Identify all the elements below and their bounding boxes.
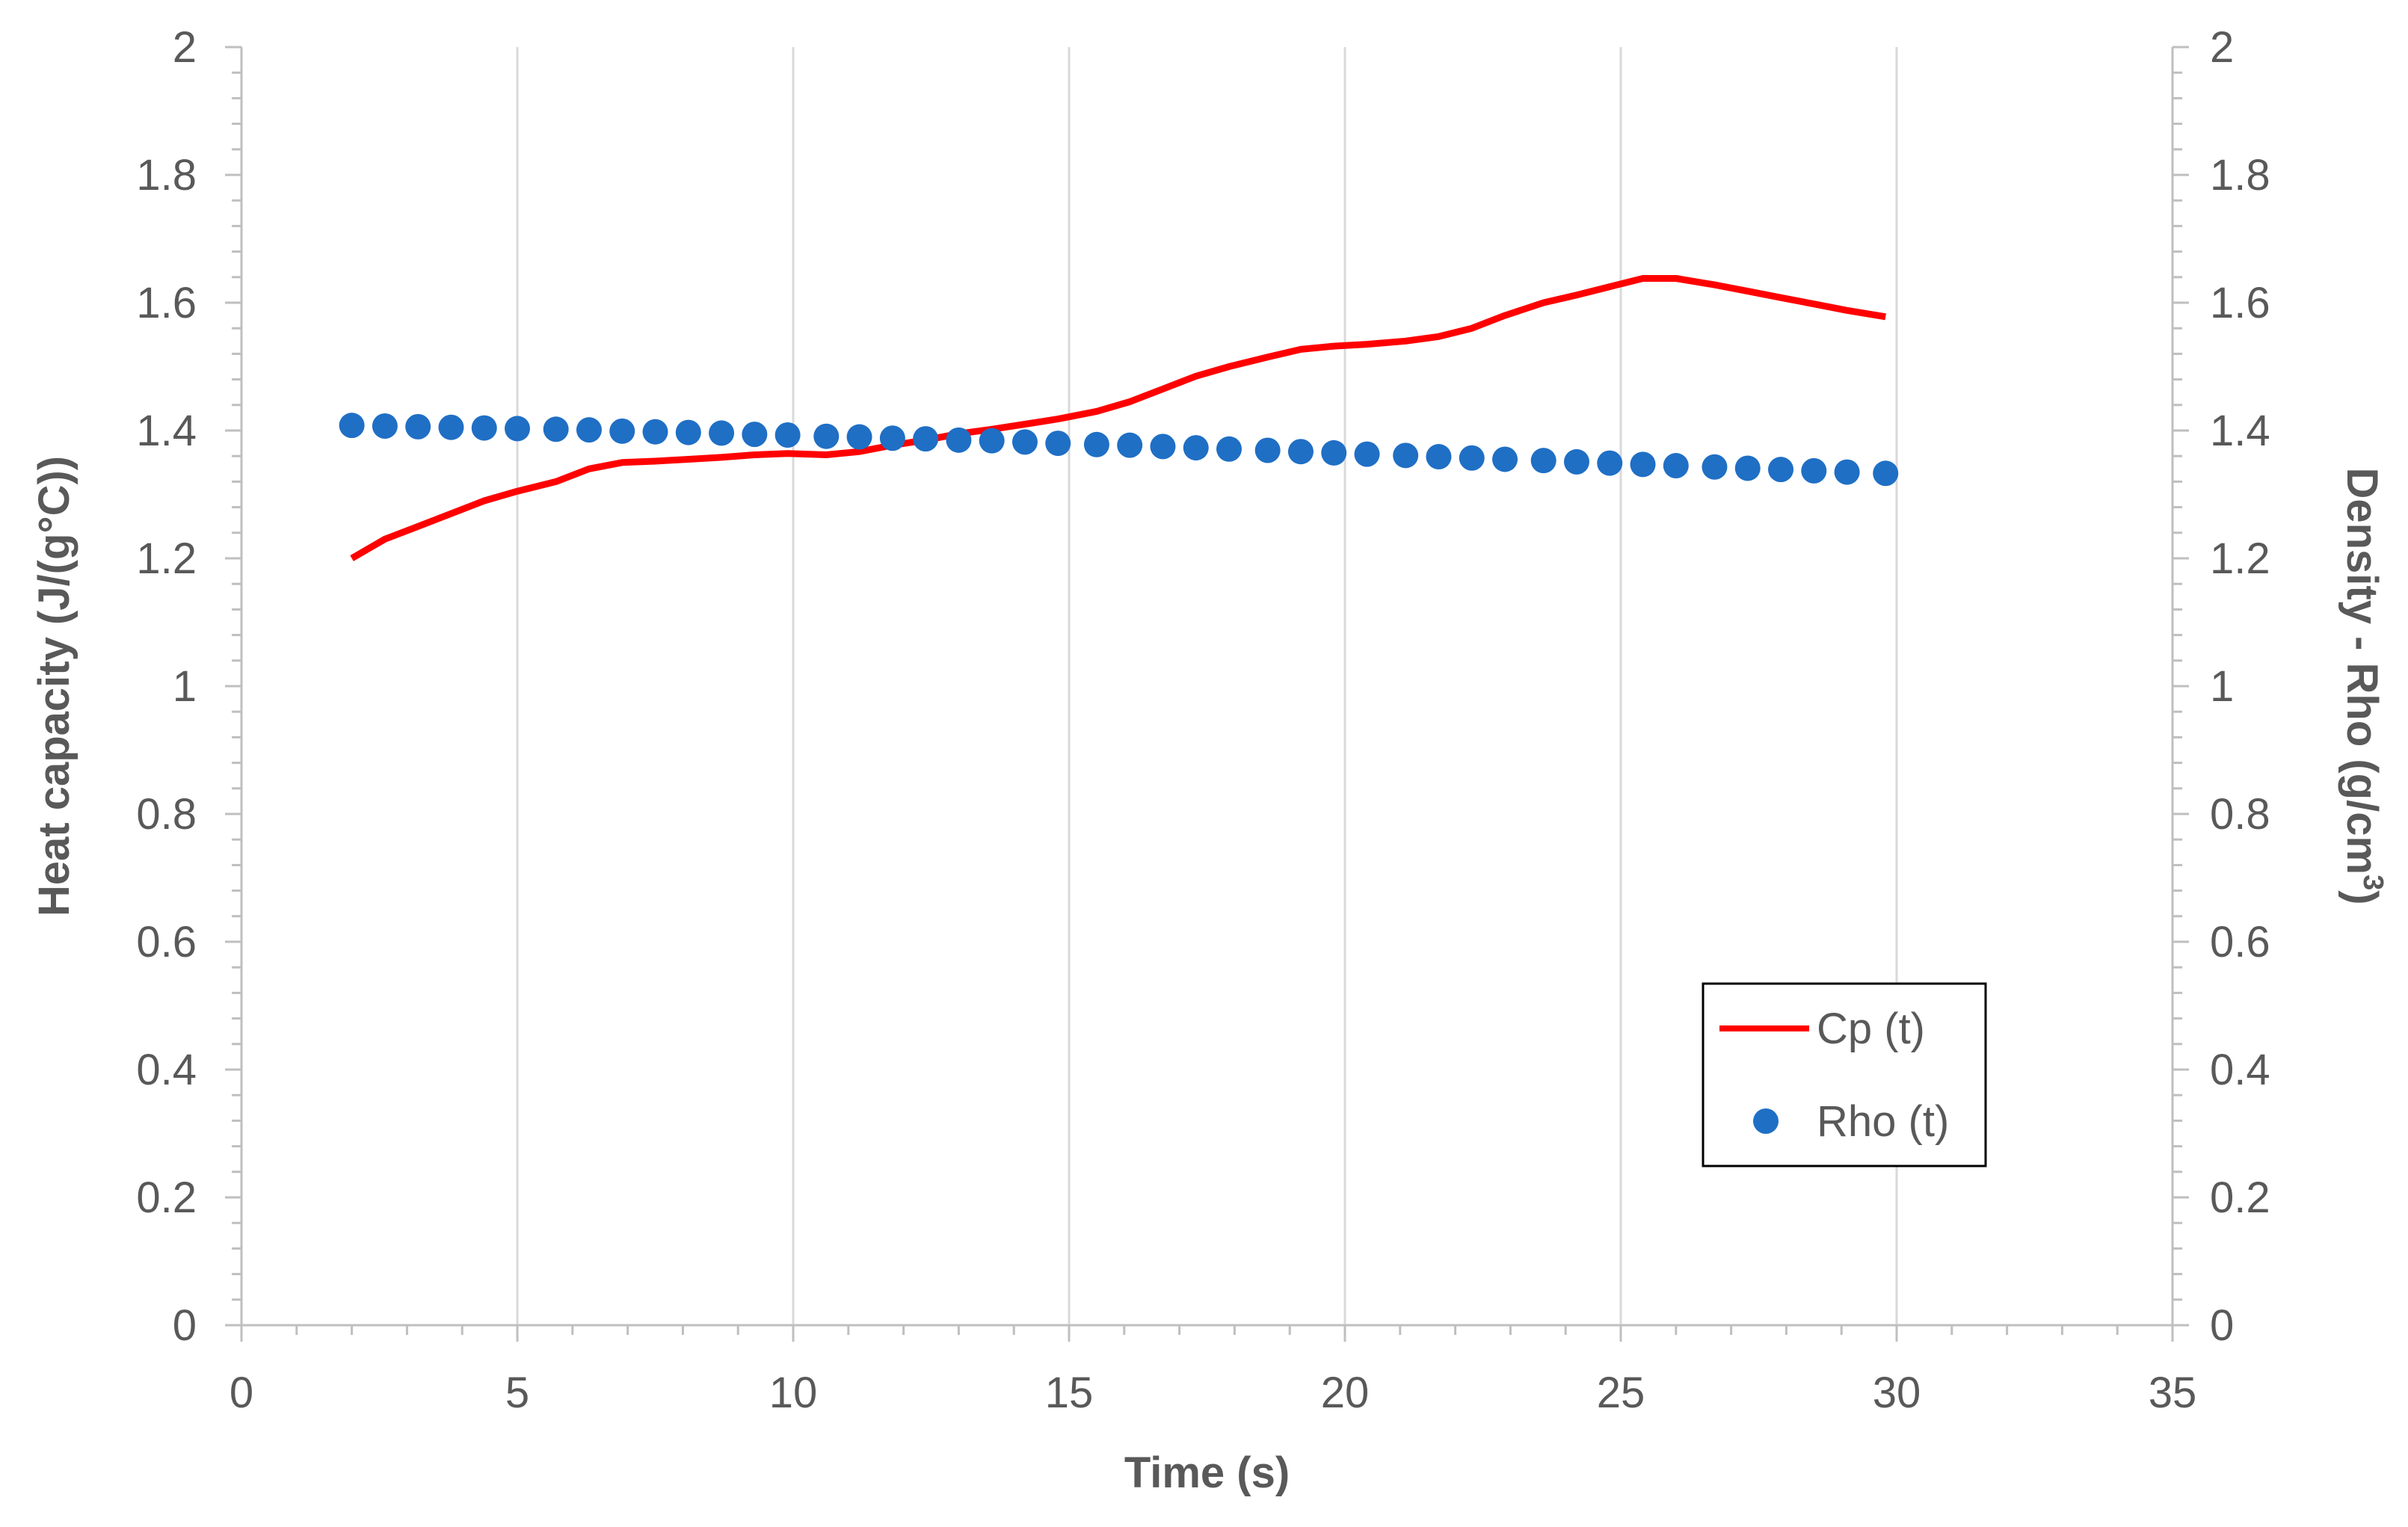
rho-data-point <box>543 416 569 442</box>
y-tick-label-right: 1.4 <box>2210 407 2270 455</box>
rho-data-point <box>1630 451 1656 478</box>
rho-data-point <box>879 425 905 451</box>
y-tick-label-left: 1 <box>173 662 197 711</box>
y-tick-label-right: 1.2 <box>2210 534 2270 583</box>
y-tick-label-left: 1.8 <box>136 151 197 200</box>
x-tick-label: 15 <box>1045 1369 1094 1417</box>
rho-data-point <box>1426 444 1452 470</box>
y-tick-label-left: 1.2 <box>136 534 197 583</box>
rho-data-point <box>1563 448 1589 475</box>
x-tick-label: 10 <box>769 1369 818 1417</box>
y-tick-label-right: 0.8 <box>2210 790 2270 839</box>
rho-data-point <box>1459 445 1485 471</box>
rho-data-point <box>438 414 464 440</box>
rho-data-point <box>642 419 668 445</box>
rho-data-point <box>1321 439 1347 466</box>
rho-data-point <box>742 422 768 448</box>
y-tick-label-right: 1.8 <box>2210 151 2270 200</box>
y-tick-label-right: 2 <box>2210 23 2234 72</box>
rho-data-point <box>1834 459 1860 485</box>
x-tick-label: 20 <box>1321 1369 1370 1417</box>
rho-data-point <box>1183 435 1209 461</box>
legend-box <box>1702 982 1987 1167</box>
y-tick-label-right: 0.2 <box>2210 1173 2270 1222</box>
x-tick-label: 35 <box>2149 1369 2197 1417</box>
rho-data-point <box>471 415 497 441</box>
legend: Cp (t) Rho (t) <box>1702 982 1987 1167</box>
legend-cp-label: Cp (t) <box>1817 1005 1925 1053</box>
y-tick-label-right: 1.6 <box>2210 279 2270 327</box>
rho-data-point <box>1150 434 1176 460</box>
rho-data-point <box>913 426 939 452</box>
y-tick-label-right: 0.4 <box>2210 1046 2270 1094</box>
axes <box>225 46 2189 1342</box>
y-tick-label-left: 0 <box>173 1301 197 1350</box>
y-tick-label-left: 1.4 <box>136 407 197 455</box>
rho-data-point <box>1801 457 1827 484</box>
rho-data-point <box>1663 453 1689 479</box>
rho-data-point <box>675 419 701 445</box>
rho-data-point <box>709 420 735 446</box>
rho-data-point <box>946 427 972 453</box>
rho-data-point <box>1287 439 1314 465</box>
rho-data-point <box>1083 431 1109 457</box>
y-axis-title-left: Heat capacity (J/(g°C)) <box>30 456 78 916</box>
legend-rho-label: Rho (t) <box>1817 1097 1949 1146</box>
y-tick-label-left: 0.4 <box>136 1046 197 1094</box>
rho-data-point <box>405 413 431 439</box>
rho-data-point <box>1597 450 1623 476</box>
rho-data-point <box>846 424 872 450</box>
cp-series-line <box>350 275 1886 561</box>
rho-data-point <box>339 413 365 439</box>
rho-data-point <box>813 423 840 449</box>
rho-data-point <box>1045 431 1071 457</box>
y-axis-title-right-superscript: 3 <box>2357 874 2389 890</box>
tick-labels: 0 00.2 0.20.4 0.40.6 0.60.8 0.81 11.2 1.21.4 1.4… <box>136 23 2270 1417</box>
rho-data-point <box>505 416 530 442</box>
rho-data-point <box>609 418 635 444</box>
y-tick-label-left: 0.2 <box>136 1173 197 1222</box>
rho-data-point <box>1734 455 1761 481</box>
legend-rho-swatch <box>1753 1108 1779 1134</box>
x-tick-label: 0 <box>230 1369 253 1417</box>
rho-data-point <box>1254 437 1281 463</box>
series-layer <box>339 275 1899 561</box>
rho-data-point <box>1216 436 1243 462</box>
rho-data-point <box>1011 429 1038 455</box>
y-tick-label-left: 2 <box>173 23 197 72</box>
y-tick-label-left: 1.6 <box>136 279 197 327</box>
x-tick-label: 25 <box>1597 1369 1645 1417</box>
rho-data-point <box>1492 446 1518 472</box>
y-axis-title-right-close: ) <box>2338 890 2386 904</box>
rho-data-point <box>1702 454 1728 480</box>
y-tick-label-right: 0.6 <box>2210 918 2270 966</box>
x-tick-label: 30 <box>1873 1369 1921 1417</box>
y-tick-label-left: 0.8 <box>136 790 197 839</box>
y-axis-title-right-main: Density - Rho (g/cm <box>2338 467 2386 874</box>
x-tick-label: 5 <box>505 1369 529 1417</box>
rho-data-point <box>1873 460 1899 487</box>
rho-data-point <box>576 417 602 443</box>
y-tick-label-right: 0 <box>2210 1301 2234 1350</box>
rho-data-point <box>1768 457 1794 483</box>
rho-data-point <box>372 413 398 439</box>
rho-data-point <box>1530 448 1556 474</box>
x-axis-title: Time (s) <box>1124 1449 1290 1497</box>
y-axis-title-right: Density - Rho (g/cm3) <box>2338 467 2389 904</box>
rho-data-point <box>775 422 801 448</box>
rho-data-point <box>1117 432 1143 458</box>
rho-data-point <box>979 428 1005 454</box>
y-tick-label-right: 1 <box>2210 662 2234 711</box>
y-tick-label-left: 0.6 <box>136 918 197 966</box>
rho-data-point <box>1393 442 1419 469</box>
rho-data-point <box>1354 441 1380 467</box>
